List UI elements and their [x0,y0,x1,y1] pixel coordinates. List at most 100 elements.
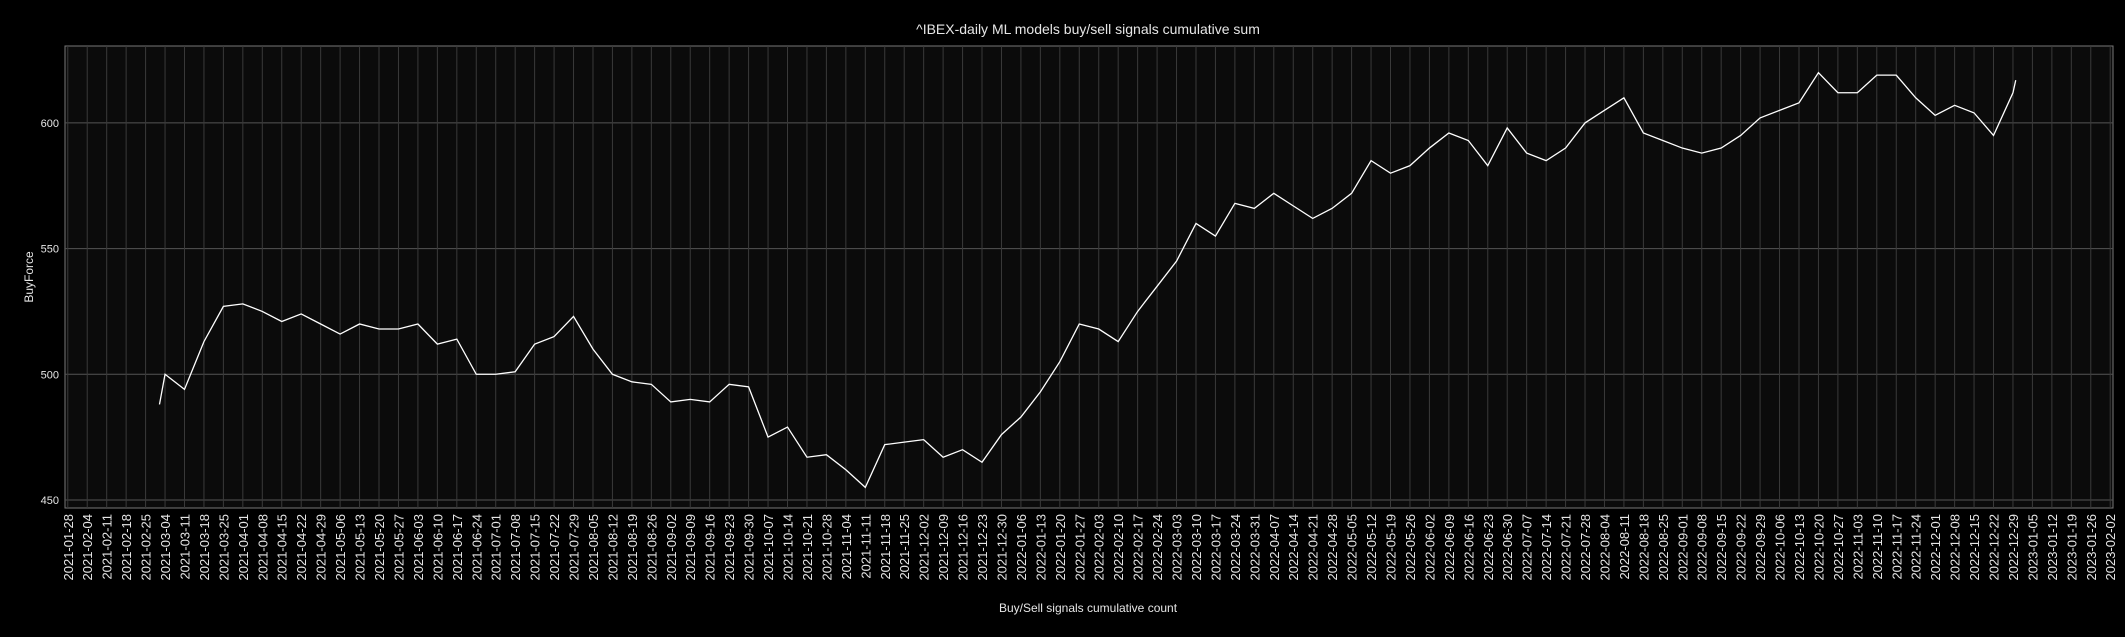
x-tick-label: 2022-10-13 [1792,514,1807,581]
x-tick-label: 2022-09-15 [1714,514,1729,581]
x-tick-label: 2021-08-19 [625,514,640,581]
x-tick-label: 2022-10-20 [1811,514,1826,581]
x-tick-label: 2022-12-22 [1987,514,2002,581]
x-tick-label: 2021-10-21 [800,514,815,581]
x-tick-label: 2021-03-25 [216,514,231,581]
x-tick-label: 2023-01-12 [2045,514,2060,581]
x-tick-label: 2022-09-22 [1734,514,1749,581]
x-tick-label: 2021-07-15 [528,514,543,581]
x-tick-label: 2022-10-06 [1773,514,1788,581]
x-tick-label: 2022-08-18 [1636,514,1651,581]
x-tick-label: 2021-02-11 [100,514,115,580]
x-tick-label: 2022-06-30 [1500,514,1515,581]
x-tick-label: 2022-09-01 [1675,514,1690,581]
x-tick-label: 2022-01-27 [1072,514,1087,581]
x-tick-label: 2021-07-22 [547,514,562,581]
x-tick-label: 2022-03-17 [1208,514,1223,581]
x-tick-label: 2022-12-29 [2006,514,2021,581]
plot-area [64,45,2114,509]
x-tick-label: 2022-03-03 [1170,514,1185,581]
x-tick-label: 2022-11-17 [1889,514,1904,580]
x-tick-label: 2021-08-26 [644,514,659,581]
x-tick-label: 2021-12-16 [956,514,971,581]
x-tick-label: 2022-01-20 [1053,514,1068,581]
x-tick-label: 2021-08-12 [605,514,620,581]
x-tick-label: 2021-04-22 [294,514,309,581]
x-tick-label: 2023-01-05 [2025,514,2040,581]
x-tick-label: 2022-07-07 [1520,514,1535,581]
x-tick-label: 2021-11-04 [839,514,854,580]
x-tick-label: 2022-02-17 [1131,514,1146,581]
x-tick-label: 2022-05-19 [1384,514,1399,581]
x-tick-label: 2021-11-25 [897,514,912,580]
data-line [158,71,2017,489]
x-tick-label: 2021-09-09 [683,514,698,581]
x-tick-label: 2021-02-18 [119,514,134,581]
x-tick-label: 2022-04-21 [1306,514,1321,581]
x-tick-label: 2022-10-27 [1831,514,1846,581]
x-tick-label: 2022-01-06 [1014,514,1029,581]
x-tick-label: 2021-06-03 [411,514,426,581]
x-axis-label: Buy/Sell signals cumulative count [999,601,1178,615]
x-tick-label: 2021-09-16 [703,514,718,581]
x-tick-label: 2021-06-24 [469,514,484,581]
x-tick-label: 2021-04-15 [275,514,290,581]
x-tick-label: 2022-12-01 [1928,514,1943,581]
x-tick-label: 2022-11-24 [1909,514,1924,580]
x-tick-label: 2022-07-28 [1578,514,1593,581]
x-tick-label: 2021-09-23 [722,514,737,581]
x-tick-label: 2022-02-24 [1150,514,1165,581]
x-tick-label: 2021-11-18 [878,514,893,580]
x-tick-label: 2021-04-29 [314,514,329,581]
x-tick-label: 2022-04-07 [1267,514,1282,581]
x-tick-label: 2021-07-01 [489,514,504,581]
chart-title: ^IBEX-daily ML models buy/sell signals c… [916,21,1260,37]
x-tick-label: 2023-01-26 [2084,514,2099,581]
x-tick-label: 2021-05-27 [391,514,406,581]
y-tick-label: 600 [41,118,59,130]
x-tick-label: 2021-10-14 [780,514,795,581]
x-tick-label: 2021-10-28 [819,514,834,581]
x-tick-label: 2022-03-24 [1228,514,1243,581]
x-tick-label: 2022-12-15 [1967,514,1982,581]
x-tick-label: 2021-07-29 [567,514,582,581]
x-tick-label: 2022-02-10 [1111,514,1126,581]
x-tick-label: 2021-06-17 [450,514,465,581]
x-tick-label: 2022-07-14 [1539,514,1554,581]
x-tick-label: 2021-05-13 [353,514,368,581]
x-tick-label: 2022-11-03 [1850,514,1865,580]
x-tick-label: 2022-06-02 [1422,514,1437,581]
x-tick-label: 2021-01-28 [61,514,76,581]
x-tick-label: 2021-04-01 [236,514,251,581]
x-tick-label: 2021-02-25 [139,514,154,581]
x-tick-label: 2021-07-08 [508,514,523,581]
x-tick-label: 2022-05-12 [1364,514,1379,581]
x-tick-label: 2021-10-07 [761,514,776,581]
x-tick-label: 2022-12-08 [1948,514,1963,581]
x-tick-label: 2021-12-02 [917,514,932,581]
x-tick-label: 2022-09-29 [1753,514,1768,581]
x-tick-label: 2022-08-11 [1617,514,1632,580]
x-tick-label: 2021-09-30 [742,514,757,581]
x-tick-label: 2022-01-13 [1033,514,1048,581]
y-tick-label: 550 [41,244,59,256]
x-tick-label: 2022-06-16 [1461,514,1476,581]
x-tick-label: 2022-03-10 [1189,514,1204,581]
x-tick-label: 2022-06-23 [1481,514,1496,581]
x-tick-label: 2022-04-14 [1286,514,1301,581]
x-tick-label: 2022-06-09 [1442,514,1457,581]
x-tick-label: 2021-05-20 [372,514,387,581]
x-tick-label: 2022-07-21 [1559,514,1574,581]
y-tick-label: 500 [41,369,59,381]
x-tick-label: 2021-08-05 [586,514,601,581]
x-tick-label: 2022-09-08 [1695,514,1710,581]
x-tick-label: 2021-12-09 [936,514,951,581]
x-tick-label: 2022-08-04 [1597,514,1612,581]
x-tick-label: 2022-04-28 [1325,514,1340,581]
x-tick-label: 2021-05-06 [333,514,348,581]
x-tick-label: 2022-05-05 [1345,514,1360,581]
x-tick-label: 2021-12-23 [975,514,990,581]
x-tick-label: 2021-03-18 [197,514,212,581]
x-tick-label: 2022-02-03 [1092,514,1107,581]
